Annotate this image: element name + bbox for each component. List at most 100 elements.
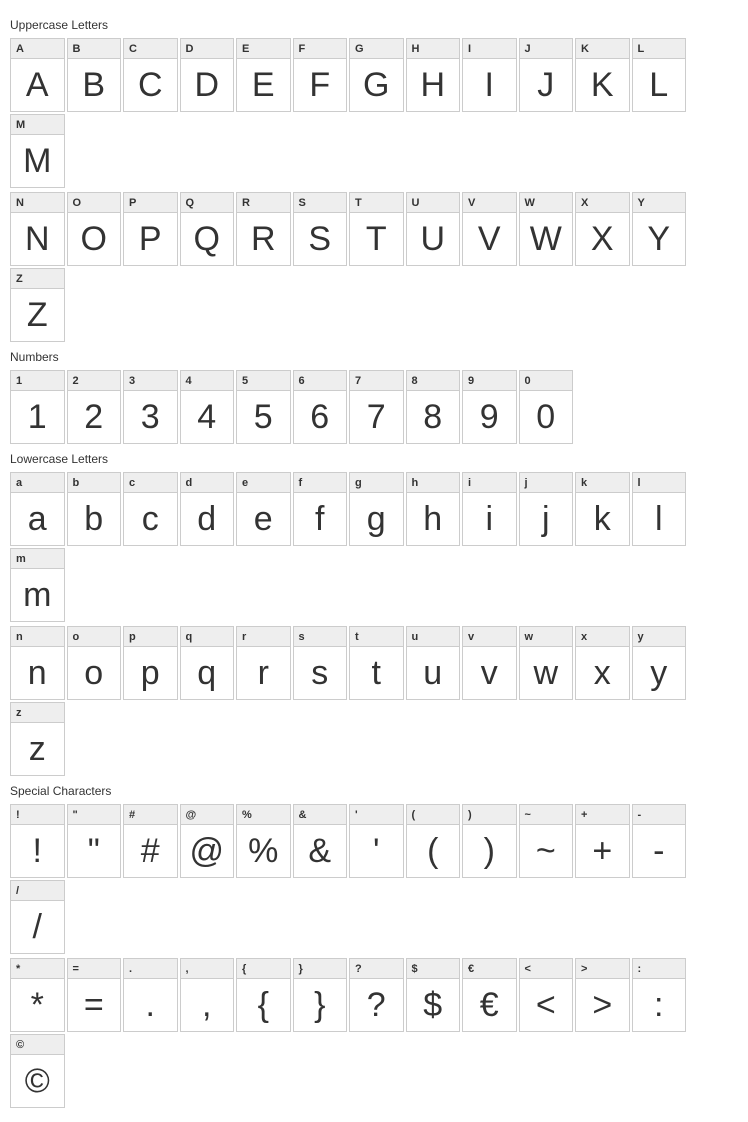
glyph-cell[interactable]: PP [123,192,178,266]
glyph-label: - [633,805,686,825]
glyph-cell[interactable]: ** [10,958,65,1032]
glyph-cell[interactable]: 44 [180,370,235,444]
glyph-cell[interactable]: rr [236,626,291,700]
glyph-cell[interactable]: (( [406,804,461,878]
glyph-cell[interactable]: xx [575,626,630,700]
glyph-cell[interactable]: UU [406,192,461,266]
glyph-cell[interactable]: AA [10,38,65,112]
glyph-cell[interactable]: 88 [406,370,461,444]
glyph-cell[interactable]: %% [236,804,291,878]
glyph-preview: { [237,979,290,1031]
glyph-cell[interactable]: RR [236,192,291,266]
glyph-cell[interactable]: 99 [462,370,517,444]
glyph-cell[interactable]: OO [67,192,122,266]
glyph-cell[interactable]: ©© [10,1034,65,1108]
glyph-cell[interactable]: BB [67,38,122,112]
glyph-preview: C [124,59,177,111]
glyph-cell[interactable]: !! [10,804,65,878]
glyph-cell[interactable]: XX [575,192,630,266]
glyph-cell[interactable]: ++ [575,804,630,878]
glyph-cell[interactable]: tt [349,626,404,700]
glyph-preview: Q [181,213,234,265]
glyph-cell[interactable]: '' [349,804,404,878]
glyph-cell[interactable]: {{ [236,958,291,1032]
glyph-cell[interactable]: II [462,38,517,112]
glyph-cell[interactable]: CC [123,38,178,112]
glyph-cell[interactable]: dd [180,472,235,546]
glyph-cell[interactable]: gg [349,472,404,546]
glyph-cell[interactable]: €€ [462,958,517,1032]
glyph-cell[interactable]: MM [10,114,65,188]
glyph-cell[interactable]: 33 [123,370,178,444]
glyph-cell[interactable]: mm [10,548,65,622]
glyph-cell[interactable]: hh [406,472,461,546]
glyph-cell[interactable]: 22 [67,370,122,444]
glyph-cell[interactable]: )) [462,804,517,878]
glyph-cell[interactable]: WW [519,192,574,266]
glyph-label: J [520,39,573,59]
glyph-label: Z [11,269,64,289]
glyph-cell[interactable]: :: [632,958,687,1032]
glyph-cell[interactable]: ww [519,626,574,700]
glyph-cell[interactable]: JJ [519,38,574,112]
glyph-cell[interactable]: && [293,804,348,878]
glyph-cell[interactable]: EE [236,38,291,112]
glyph-cell[interactable]: nn [10,626,65,700]
glyph-cell[interactable]: ## [123,804,178,878]
glyph-cell[interactable]: // [10,880,65,954]
glyph-cell[interactable]: ll [632,472,687,546]
glyph-cell[interactable]: bb [67,472,122,546]
glyph-cell[interactable]: qq [180,626,235,700]
glyph-cell[interactable]: $$ [406,958,461,1032]
glyph-cell[interactable]: GG [349,38,404,112]
glyph-cell[interactable]: zz [10,702,65,776]
glyph-cell[interactable]: DD [180,38,235,112]
glyph-cell[interactable]: jj [519,472,574,546]
glyph-cell[interactable]: vv [462,626,517,700]
glyph-cell[interactable]: cc [123,472,178,546]
glyph-cell[interactable]: ii [462,472,517,546]
glyph-cell[interactable]: SS [293,192,348,266]
glyph-cell[interactable]: -- [632,804,687,878]
glyph-cell[interactable]: 77 [349,370,404,444]
glyph-cell[interactable]: << [519,958,574,1032]
glyph-cell[interactable]: @@ [180,804,235,878]
glyph-cell[interactable]: pp [123,626,178,700]
glyph-preview: ! [11,825,64,877]
glyph-cell[interactable]: ~~ [519,804,574,878]
glyph-preview: s [294,647,347,699]
glyph-cell[interactable]: 55 [236,370,291,444]
glyph-cell[interactable]: LL [632,38,687,112]
glyph-cell[interactable]: FF [293,38,348,112]
glyph-cell[interactable]: 66 [293,370,348,444]
glyph-cell[interactable]: >> [575,958,630,1032]
glyph-cell[interactable]: uu [406,626,461,700]
glyph-cell[interactable]: .. [123,958,178,1032]
glyph-cell[interactable]: }} [293,958,348,1032]
glyph-cell[interactable]: KK [575,38,630,112]
glyph-cell[interactable]: "" [67,804,122,878]
glyph-cell[interactable]: QQ [180,192,235,266]
glyph-cell[interactable]: 11 [10,370,65,444]
glyph-cell[interactable]: 00 [519,370,574,444]
glyph-cell[interactable]: oo [67,626,122,700]
glyph-cell[interactable]: ss [293,626,348,700]
glyph-cell[interactable]: yy [632,626,687,700]
glyph-cell[interactable]: aa [10,472,65,546]
glyph-cell[interactable]: kk [575,472,630,546]
glyph-label: L [633,39,686,59]
glyph-cell[interactable]: == [67,958,122,1032]
glyph-cell[interactable]: ,, [180,958,235,1032]
glyph-preview: M [11,135,64,187]
glyph-cell[interactable]: TT [349,192,404,266]
glyph-cell[interactable]: NN [10,192,65,266]
glyph-cell[interactable]: HH [406,38,461,112]
glyph-preview: W [520,213,573,265]
glyph-cell[interactable]: VV [462,192,517,266]
glyph-cell[interactable]: ff [293,472,348,546]
glyph-preview: E [237,59,290,111]
glyph-cell[interactable]: YY [632,192,687,266]
glyph-cell[interactable]: ee [236,472,291,546]
glyph-cell[interactable]: ZZ [10,268,65,342]
glyph-cell[interactable]: ?? [349,958,404,1032]
